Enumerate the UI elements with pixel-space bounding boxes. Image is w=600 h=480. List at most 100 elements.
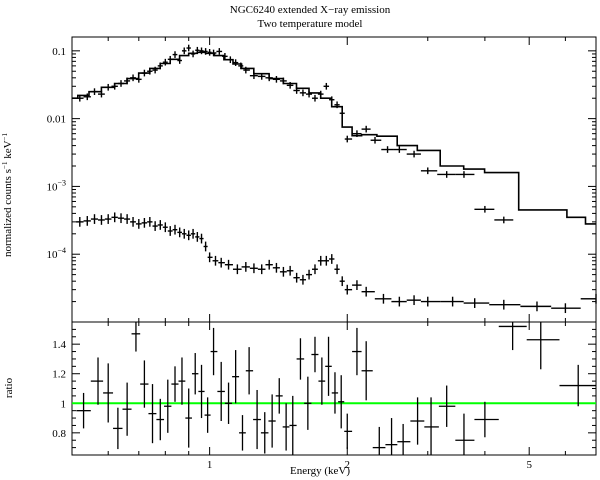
model-step-line <box>72 51 596 225</box>
background-point <box>489 299 521 310</box>
ratio-point <box>76 392 91 429</box>
background-point <box>272 262 280 273</box>
y-label-exp1: −1 <box>1 161 9 169</box>
background-point <box>177 227 182 238</box>
background-point <box>167 226 173 236</box>
background-point <box>551 303 581 314</box>
data-point <box>437 171 456 178</box>
background-point <box>141 217 148 228</box>
data-point <box>232 59 239 66</box>
chart-subtitle: Two temperature model <box>258 18 363 30</box>
ratio-point <box>260 412 269 454</box>
ratio-point <box>140 360 149 408</box>
background-point <box>195 232 200 242</box>
ratio-point <box>268 394 276 448</box>
ratio-point <box>275 378 283 414</box>
bottom-y-axis-label: ratio <box>3 377 15 398</box>
ratio-point <box>191 353 199 395</box>
background-point <box>124 214 131 224</box>
ratio-point <box>210 327 218 376</box>
data-point <box>370 136 382 144</box>
ratio-point <box>131 322 141 352</box>
background-point <box>293 272 300 283</box>
ratio-point <box>198 364 205 419</box>
background-point <box>111 212 118 223</box>
y-tick-label: 0.1 <box>52 46 66 58</box>
y-tick-label: 10−4 <box>46 246 66 261</box>
ratio-point <box>474 401 499 438</box>
y-tick-base: 0.01 <box>47 114 66 126</box>
background-point <box>241 262 250 272</box>
ratio-point <box>438 385 456 427</box>
background-point <box>329 254 335 264</box>
chart-title: NGC6240 extended X−ray emission <box>230 4 391 16</box>
x-axis-label: Energy (keV) <box>290 465 350 477</box>
data-point <box>474 205 495 213</box>
background-point <box>265 259 273 270</box>
background-point <box>224 259 233 270</box>
background-point <box>463 298 490 308</box>
y-label-unit: keV <box>2 140 14 161</box>
background-point <box>344 284 353 295</box>
background-point <box>334 264 340 275</box>
background-point <box>186 230 191 241</box>
bottom-panel-frame <box>71 321 597 456</box>
background-point <box>152 221 158 231</box>
background-point <box>83 216 91 226</box>
ratio-point <box>361 341 373 401</box>
y-tick-base: 0.1 <box>52 46 66 58</box>
data-point <box>406 150 421 158</box>
ratio-tick-label: 1 <box>61 398 67 410</box>
background-point <box>90 214 98 224</box>
background-point <box>257 264 266 275</box>
ratio-point <box>122 382 132 436</box>
ratio-point <box>224 382 233 424</box>
data-point <box>181 47 187 55</box>
background-point <box>232 264 242 275</box>
y-tick-exponent: −4 <box>57 246 66 255</box>
data-point <box>83 93 91 101</box>
ratio-point <box>372 426 386 455</box>
background-point <box>181 228 187 239</box>
background-point <box>130 216 136 227</box>
background-point <box>104 214 112 224</box>
background-point <box>147 216 153 227</box>
y-label-main: normalized counts s <box>2 169 14 257</box>
ratio-point <box>331 372 339 414</box>
y-label-exp2: −1 <box>1 133 9 141</box>
data-point <box>199 47 204 55</box>
ratio-point <box>344 413 353 450</box>
top-panel-frame <box>71 36 597 323</box>
ratio-point <box>178 357 186 405</box>
background-point <box>361 286 375 297</box>
ratio-point <box>311 336 319 373</box>
ratio-point <box>498 322 527 351</box>
data-point <box>323 82 330 90</box>
background-point <box>117 213 125 224</box>
ratio-point <box>318 357 326 405</box>
background-point <box>374 293 392 304</box>
ratio-point <box>239 415 246 451</box>
ratio-point <box>282 403 290 451</box>
ratio-point <box>325 336 332 396</box>
ratio-point <box>289 395 297 455</box>
background-point <box>391 296 407 307</box>
ratio-point <box>171 366 179 402</box>
ratio-tick-label: 1.2 <box>52 369 66 381</box>
data-point <box>381 146 394 153</box>
background-point <box>352 280 362 290</box>
background-point <box>203 241 208 252</box>
background-point <box>162 222 168 233</box>
ratio-panel: 1 2 5 0.8 1 1.2 1.4 <box>52 321 597 471</box>
background-point <box>312 264 318 275</box>
ratio-point <box>245 347 254 395</box>
y-tick-base: 10 <box>46 249 58 261</box>
data-point <box>420 167 438 175</box>
ratio-point <box>559 364 596 407</box>
data-point <box>207 49 212 56</box>
y-tick-exponent: −3 <box>57 178 66 187</box>
background-point <box>279 266 287 277</box>
ratio-point <box>156 398 165 441</box>
ratio-point <box>526 322 560 370</box>
